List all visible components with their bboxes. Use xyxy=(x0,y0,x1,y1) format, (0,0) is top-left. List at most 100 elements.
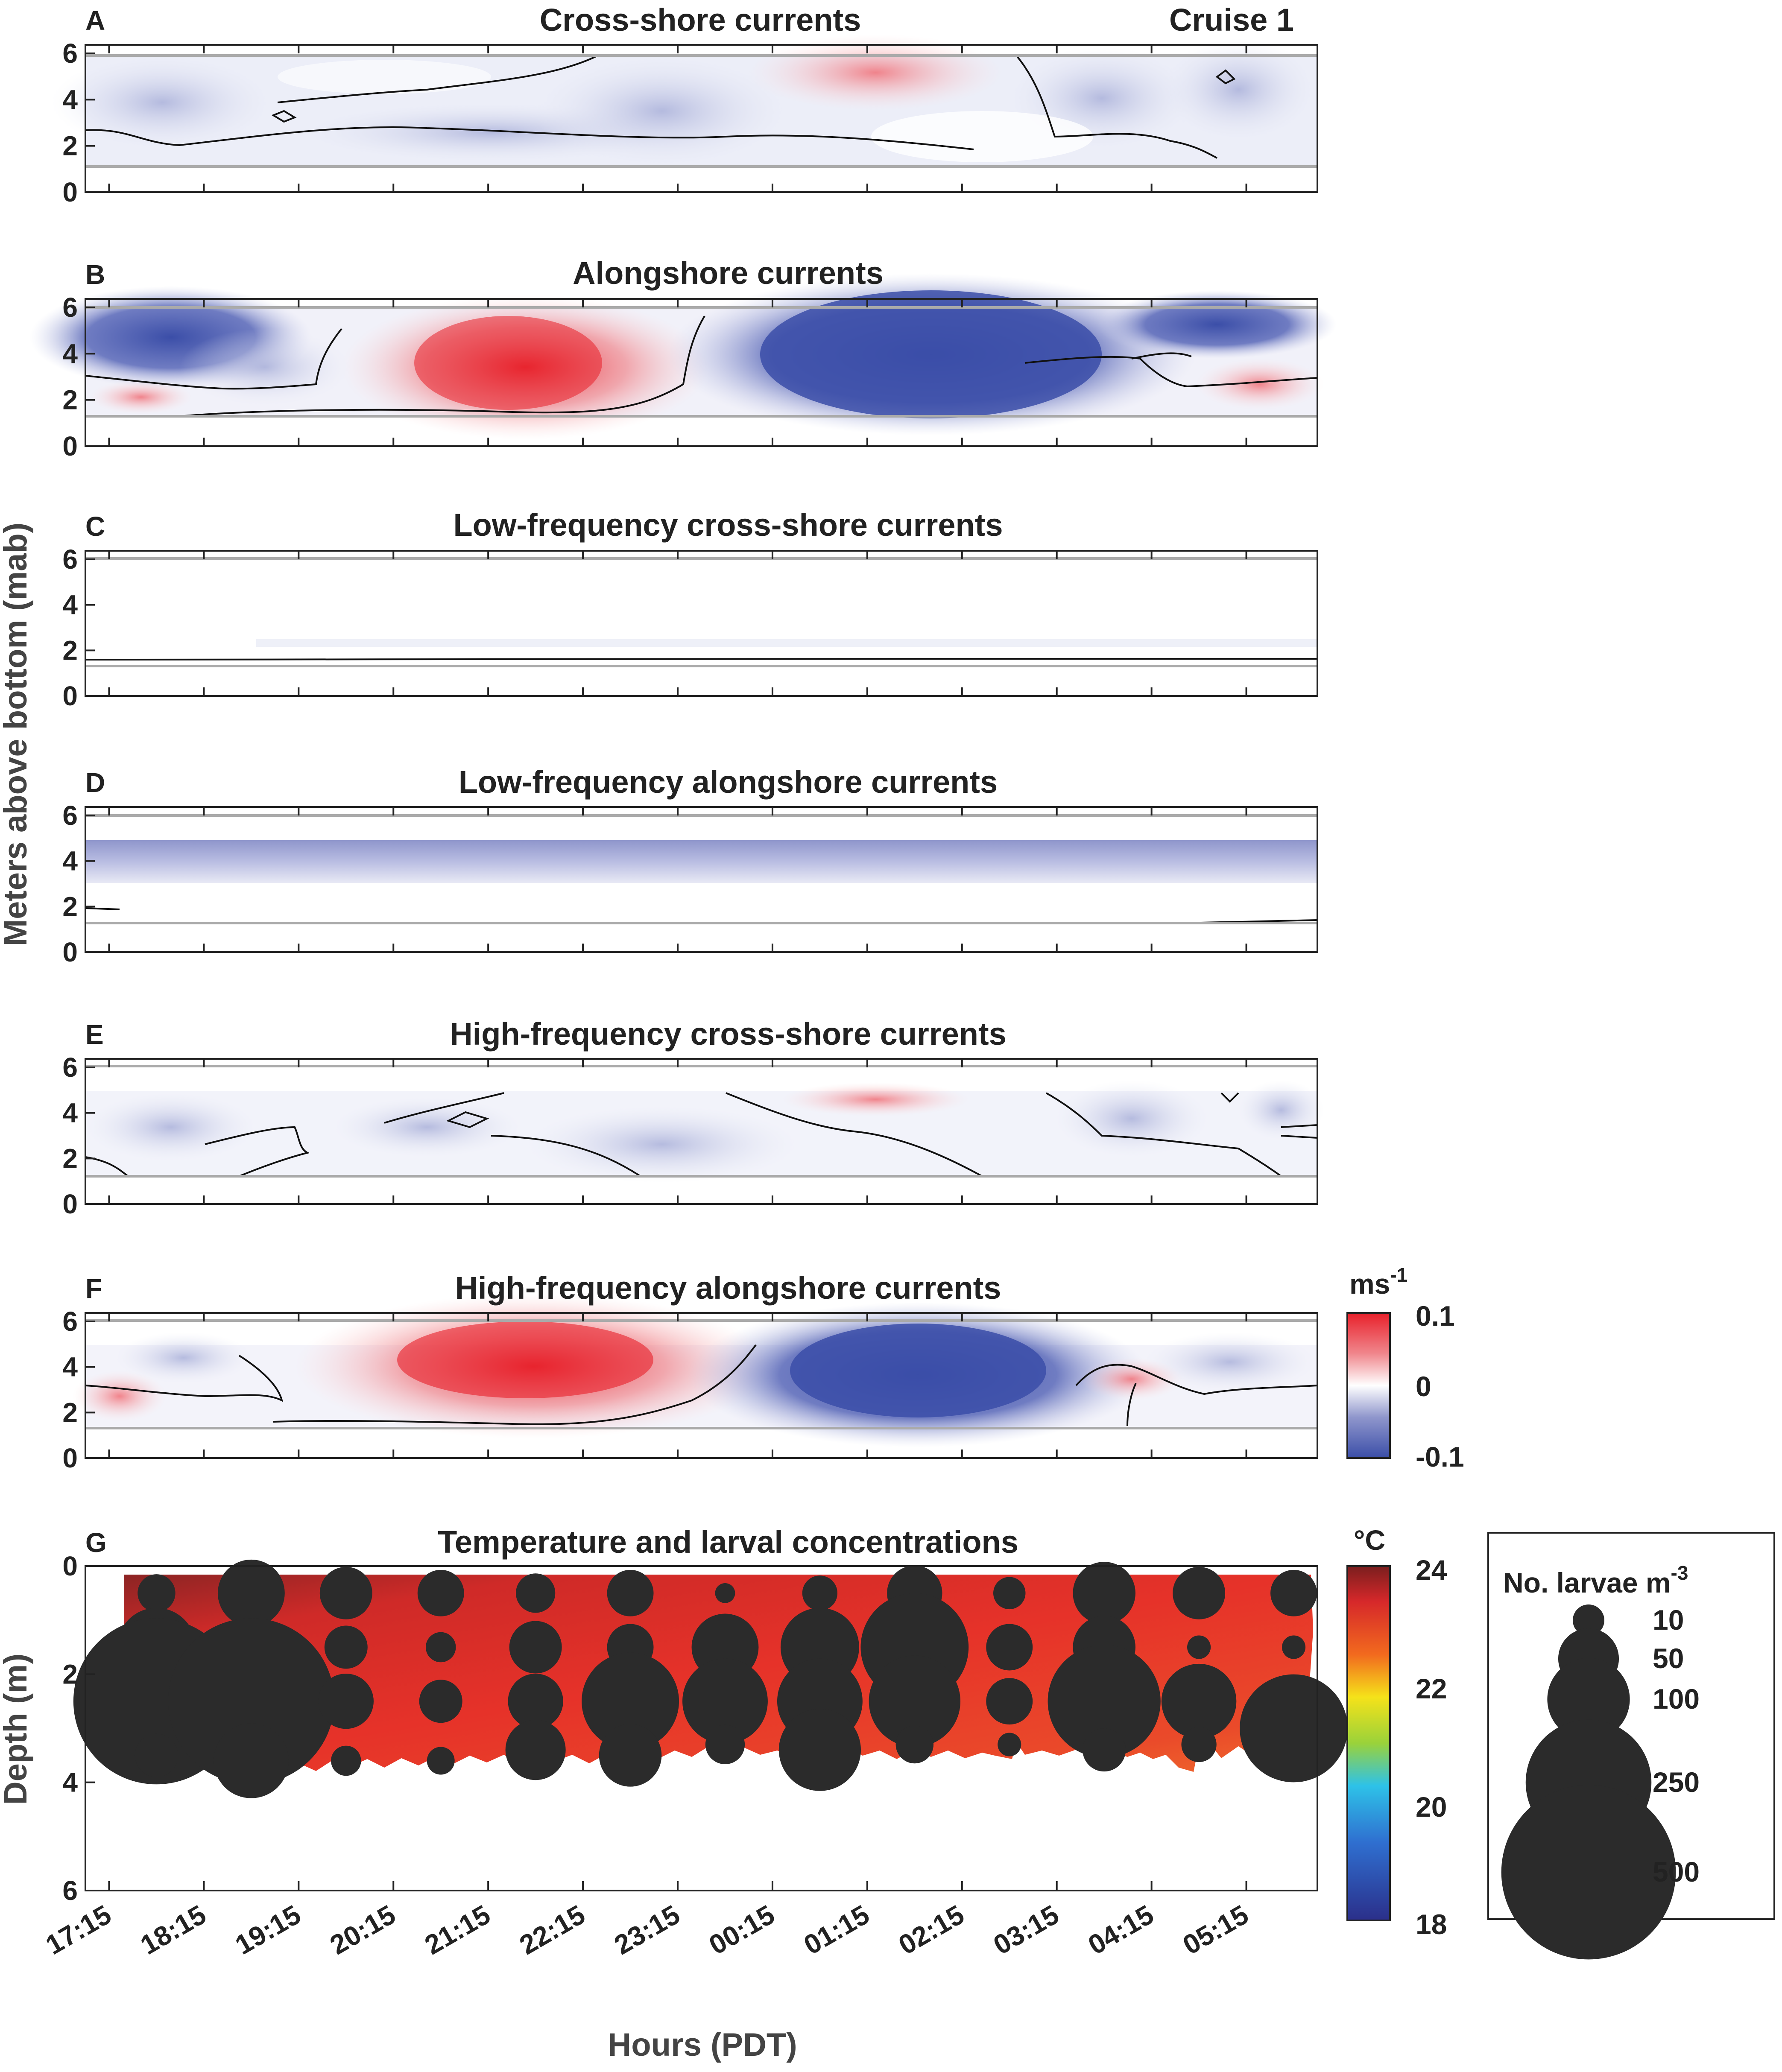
panel-d-letter: D xyxy=(85,767,105,798)
panel-x-ticks xyxy=(108,45,1247,1458)
larvae-legend-entries: 10 50 100 250 500 xyxy=(1501,1604,1700,1960)
y-tick-label: 0 xyxy=(62,1443,78,1473)
legend-marker xyxy=(1547,1658,1630,1741)
larva-marker xyxy=(582,1652,679,1750)
larva-marker xyxy=(895,1725,934,1764)
g-x-tick-label: 18:15 xyxy=(135,1899,211,1961)
y-tick-label: 0 xyxy=(62,681,78,711)
y-tick-label: 0 xyxy=(62,1189,78,1219)
y-tick-label: 2 xyxy=(62,891,78,922)
larva-marker xyxy=(214,1723,289,1798)
larva-marker xyxy=(135,1733,178,1777)
larva-marker xyxy=(509,1621,562,1674)
larva-marker xyxy=(1181,1727,1217,1762)
larva-marker xyxy=(986,1678,1033,1725)
y-tick-label: 6 xyxy=(62,544,78,575)
larva-marker xyxy=(318,1673,374,1729)
current-colorbar-tick-min: -0.1 xyxy=(1416,1441,1464,1473)
larva-marker xyxy=(324,1625,368,1669)
g-x-tick-label: 00:15 xyxy=(704,1899,780,1961)
panel-d-frame xyxy=(85,806,1318,953)
temperature-colorbar-ramp xyxy=(1346,1565,1391,1921)
panel-c: C Low-frequency cross-shore currents xyxy=(85,507,1318,697)
y-tick-label: 2 xyxy=(62,1143,78,1174)
legend-label: 250 xyxy=(1653,1766,1700,1798)
y-tick-label: 6 xyxy=(62,1306,78,1337)
larva-marker xyxy=(516,1573,556,1613)
legend-label: 100 xyxy=(1653,1683,1700,1715)
panel-f-title: High-frequency alongshore currents xyxy=(455,1270,1001,1306)
y-tick-label: 0 xyxy=(62,937,78,967)
larva-marker xyxy=(986,1624,1033,1671)
larvae-legend: No. larvae m-3 10 50 100 250 500 xyxy=(1487,1532,1775,1960)
larva-marker xyxy=(1048,1645,1161,1758)
panel-e-letter: E xyxy=(85,1019,104,1050)
panel-g-frame xyxy=(85,1565,1318,1891)
g-x-tick-label: 17:15 xyxy=(41,1899,117,1961)
y-tick-label: 4 xyxy=(62,1098,78,1128)
panel-e-field xyxy=(85,1080,1324,1183)
larva-marker xyxy=(705,1724,745,1765)
panel-f-letter: F xyxy=(85,1273,102,1304)
y-tick-label: 6 xyxy=(62,292,78,323)
panel-a-contour xyxy=(85,55,1236,159)
y-tick-label: 6 xyxy=(62,38,78,69)
larva-marker xyxy=(417,1569,464,1616)
panel-a: A Cross-shore currents Cruise 1 xyxy=(51,2,1318,193)
larva-marker xyxy=(1270,1569,1317,1616)
y-tick-label: 4 xyxy=(62,84,78,115)
legend-label: 500 xyxy=(1653,1856,1700,1888)
y-tick-label: 6 xyxy=(62,800,78,831)
larva-marker xyxy=(993,1577,1026,1610)
g-x-tick-label: 23:15 xyxy=(609,1899,685,1961)
panel-f-contour xyxy=(85,1344,1318,1426)
g-x-tick-label: 22:15 xyxy=(514,1899,590,1961)
larva-marker xyxy=(168,1618,334,1785)
panel-a-field xyxy=(51,34,1317,167)
panel-b-contour xyxy=(85,315,1318,417)
y-tick-label: 2 xyxy=(62,385,78,415)
panel-d: D Low-frequency alongshore currents xyxy=(85,764,1318,953)
panel-a-letter: A xyxy=(85,5,105,36)
current-colorbar-unit: ms-1 xyxy=(1349,1264,1407,1300)
larva-marker xyxy=(607,1569,654,1616)
g-x-tick-label: 05:15 xyxy=(1178,1899,1254,1961)
larva-marker xyxy=(217,1559,285,1627)
y-tick-label: 4 xyxy=(62,338,78,369)
larva-marker xyxy=(802,1575,838,1611)
y-tick-label: 2 xyxy=(62,635,78,666)
g-x-tick-label: 02:15 xyxy=(893,1899,969,1961)
y-tick-label: 4 xyxy=(62,846,78,877)
temperature-colorbar: °C 24 22 20 18 xyxy=(1346,1524,1447,1940)
temperature-colorbar-tick-18: 18 xyxy=(1416,1908,1447,1940)
panel-f-frame xyxy=(85,1312,1318,1459)
panel-a-frame xyxy=(85,44,1318,193)
panel-d-field xyxy=(85,840,1317,883)
panel-b-letter: B xyxy=(85,259,105,290)
legend-marker xyxy=(1501,1785,1676,1960)
panel-d-title: Low-frequency alongshore currents xyxy=(459,764,998,800)
panel-c-background xyxy=(85,551,1317,696)
temperature-colorbar-tick-20: 20 xyxy=(1416,1791,1447,1823)
larva-marker xyxy=(1240,1674,1348,1783)
temperature-colorbar-unit: °C xyxy=(1354,1524,1385,1556)
current-colorbar-ramp xyxy=(1346,1312,1391,1459)
larva-marker xyxy=(869,1655,961,1747)
larva-marker xyxy=(1083,1728,1126,1772)
y-axis-label-top: Meters above bottom (mab) xyxy=(0,523,34,946)
larva-marker xyxy=(319,1566,372,1619)
current-colorbar: ms-1 0.1 0 -0.1 xyxy=(1346,1264,1464,1473)
y-axis-label-bottom: Depth (m) xyxy=(0,1654,34,1805)
panel-g-title: Temperature and larval concentrations xyxy=(438,1524,1018,1560)
g-x-tick-label: 04:15 xyxy=(1083,1899,1159,1961)
g-y-tick-label: 2 xyxy=(62,1659,78,1689)
y-tick-label: 6 xyxy=(62,1052,78,1083)
g-y-tick-label: 4 xyxy=(62,1767,78,1798)
larva-marker xyxy=(715,1583,735,1603)
panel-b: B Alongshore currents xyxy=(30,255,1337,447)
g-x-tick-label: 03:15 xyxy=(988,1899,1064,1961)
g-x-tick-label: 20:15 xyxy=(325,1899,401,1961)
larva-marker xyxy=(1187,1635,1211,1659)
larva-marker xyxy=(508,1673,563,1729)
legend-marker xyxy=(1572,1604,1605,1637)
